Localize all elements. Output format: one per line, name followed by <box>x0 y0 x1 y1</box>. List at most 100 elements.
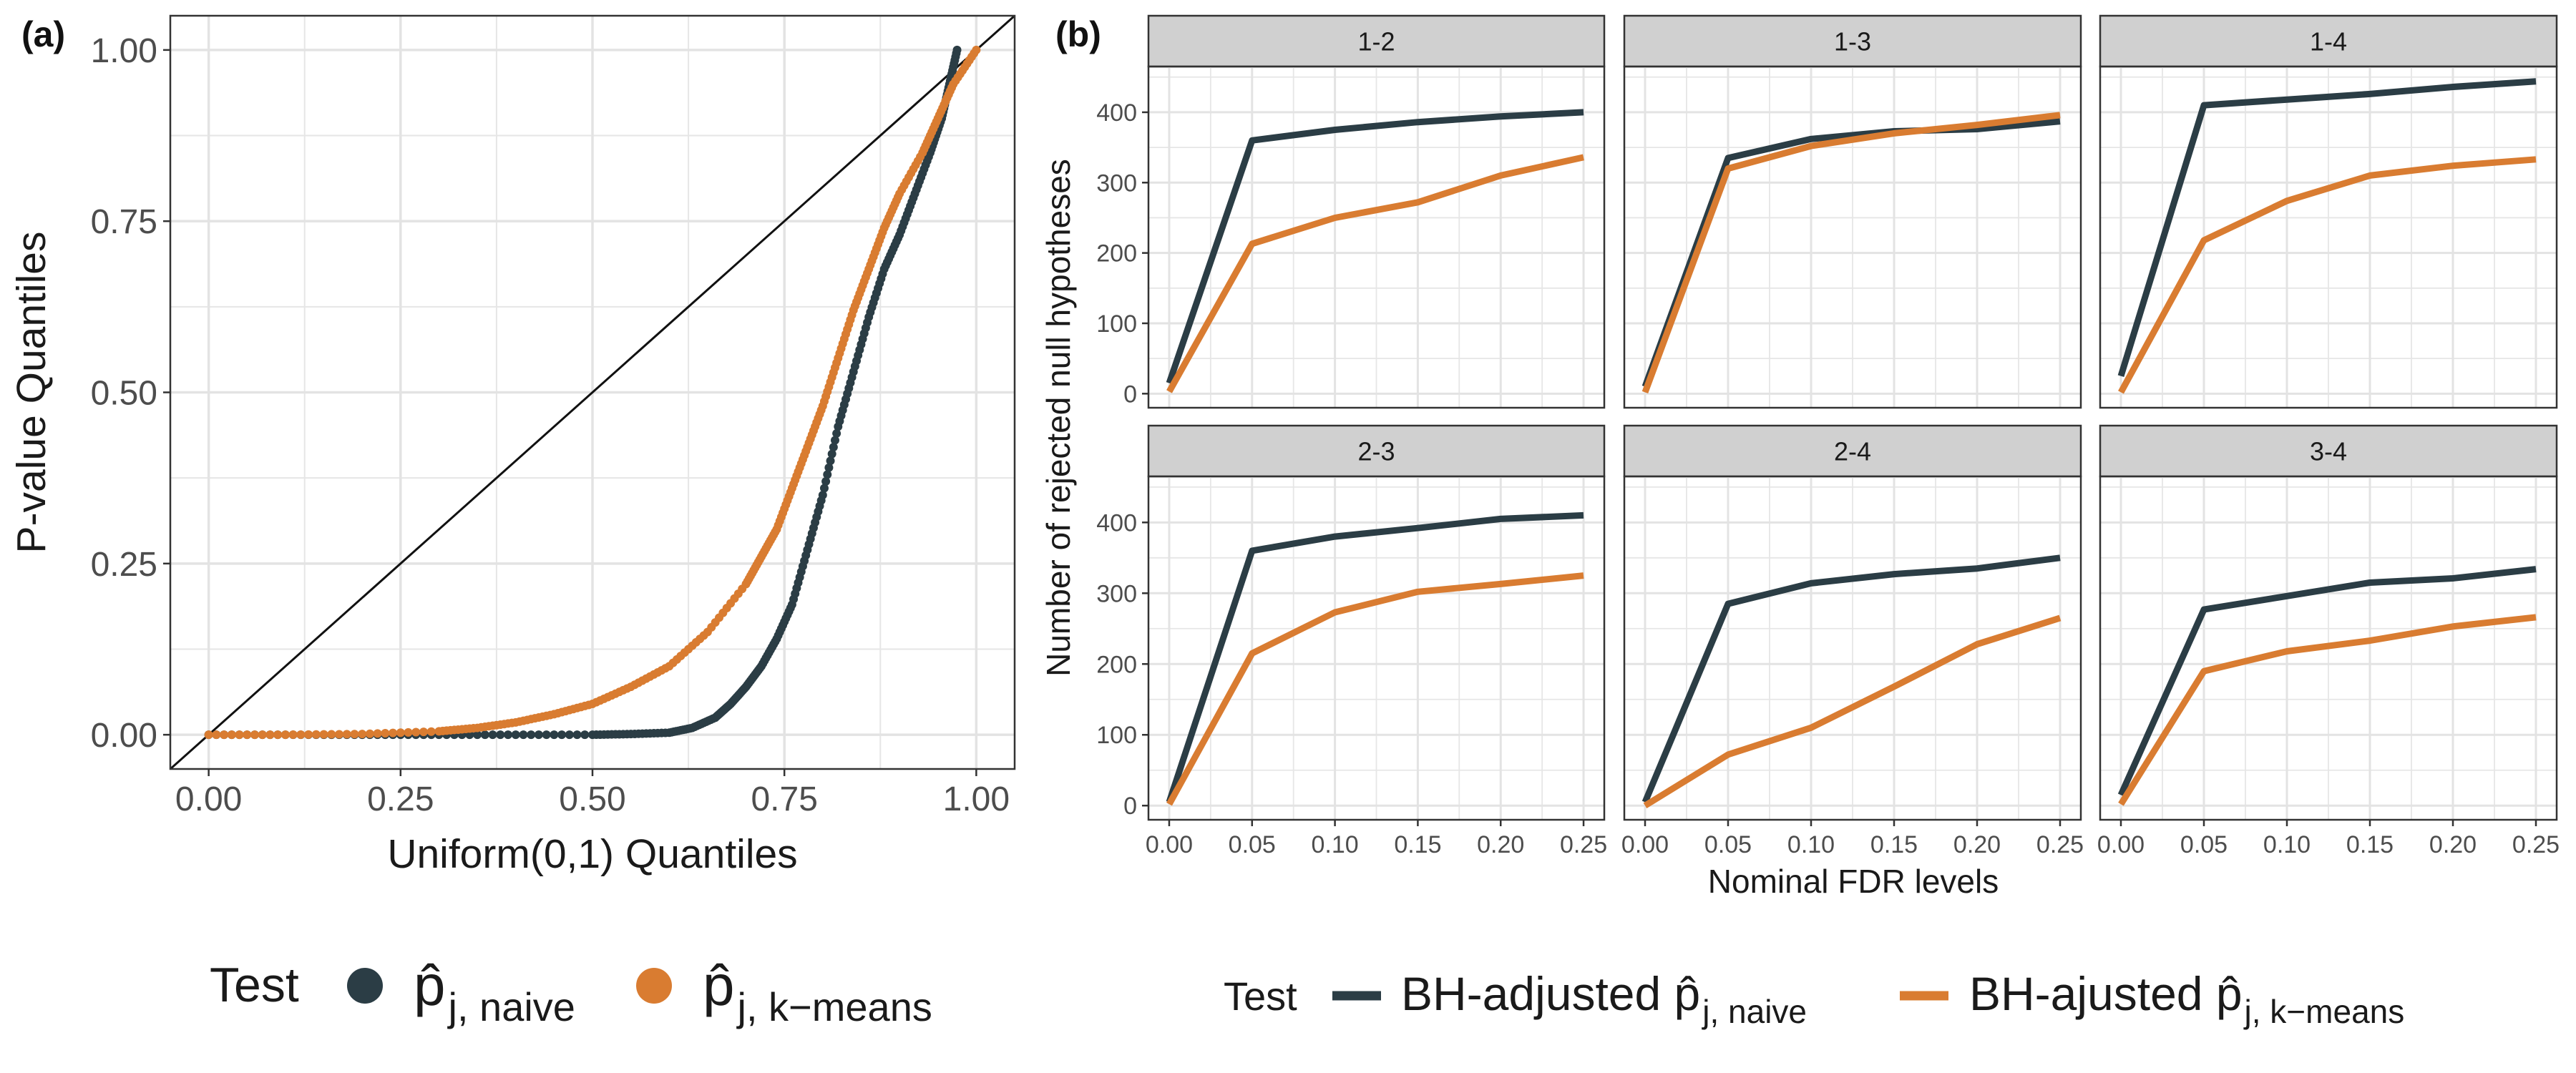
x-tick-label: 0.05 <box>1229 831 1276 858</box>
series-line-kmeans <box>2118 614 2537 806</box>
y-axis-title-a: P-value Quantiles <box>9 232 54 554</box>
point-kmeans <box>350 730 359 739</box>
x-tick-label: 0.25 <box>2036 831 2084 858</box>
x-tick-label: 0.05 <box>2180 831 2228 858</box>
point-kmeans <box>389 728 398 738</box>
legend-main-text: BH-ajusted p̂ <box>1969 967 2243 1020</box>
point-kmeans <box>204 730 213 740</box>
x-tick-label: 0.50 <box>559 780 625 818</box>
point-naive <box>488 730 497 740</box>
x-tick-label: 0.15 <box>1870 831 1918 858</box>
facet-border <box>1623 475 2082 821</box>
point-naive <box>504 730 512 740</box>
point-naive <box>496 730 505 740</box>
point-kmeans <box>220 730 229 740</box>
point-kmeans <box>250 730 259 740</box>
facet-label: 2-4 <box>1834 437 1871 466</box>
facet-1-2: 1-2 0 100 200 300 400 <box>1096 14 1606 409</box>
y-axis-title-b: Number of rejected null hypotheses <box>1040 159 1077 677</box>
series-line-naive <box>2117 78 2537 378</box>
y-tick-label: 0 <box>1123 793 1137 820</box>
x-tick-label: 0.20 <box>2429 831 2477 858</box>
x-tick-label: 0.00 <box>175 780 242 818</box>
y-tick-label: 0 <box>1123 381 1137 408</box>
point-kmeans <box>381 729 390 738</box>
y-tick-label: 0.00 <box>91 717 157 755</box>
point-naive <box>827 449 836 459</box>
point-naive <box>824 463 834 472</box>
facet-label: 1-2 <box>1357 27 1395 57</box>
panel-tag-a: (a) <box>21 14 65 54</box>
facet-border <box>1147 65 1606 409</box>
y-tick-label: 0.25 <box>91 546 157 584</box>
point-naive <box>952 45 962 54</box>
legend-title-a: Test <box>210 958 299 1012</box>
x-tick-label: 0.05 <box>1704 831 1752 858</box>
legend-label-naive: BH-adjusted p̂j, naive <box>1401 967 1807 1030</box>
facet-2-4: 2-4 0.00 0.05 0.10 0.15 0.20 0.25 <box>1621 424 2084 858</box>
point-kmeans <box>280 730 290 740</box>
legend-key-naive <box>347 968 383 1004</box>
point-naive <box>829 443 838 452</box>
reference-line-y-equals-x <box>170 16 1015 769</box>
point-kmeans <box>227 730 236 740</box>
legend-label-kmeans: p̂j, k−means <box>703 954 932 1029</box>
legend-subscript: j, naive <box>447 984 575 1029</box>
legend-subscript: j, k−means <box>736 984 932 1029</box>
y-tick-label: 100 <box>1096 310 1137 338</box>
series-line-kmeans <box>1166 154 1584 393</box>
series-line-naive <box>1166 109 1584 385</box>
point-naive <box>534 730 543 740</box>
point-kmeans <box>972 45 981 54</box>
point-naive <box>830 436 839 445</box>
point-kmeans <box>419 727 428 737</box>
point-kmeans <box>373 729 382 738</box>
facet-label: 3-4 <box>2310 437 2347 466</box>
point-naive <box>550 730 559 740</box>
point-kmeans <box>396 728 405 738</box>
legend-symbol: p̂ <box>703 954 735 1017</box>
plot-area-a <box>170 16 1015 769</box>
series-line-naive <box>1166 511 1584 803</box>
point-kmeans <box>358 730 367 739</box>
x-tick-label: 1.00 <box>943 780 1010 818</box>
legend-key-kmeans <box>636 968 672 1004</box>
point-naive <box>823 470 832 479</box>
legend-label-kmeans: BH-ajusted p̂j, k−means <box>1969 967 2404 1030</box>
x-tick-label: 0.00 <box>1146 831 1193 858</box>
facet-border <box>1623 65 2082 409</box>
point-naive <box>542 730 551 740</box>
point-kmeans <box>404 727 413 737</box>
panel-a-qq-plot: 0.00 0.25 0.50 0.75 1.00 0.00 0.25 0.50 0.75 1.00… <box>9 14 1016 877</box>
point-naive <box>821 476 831 486</box>
x-tick-label: 0.00 <box>2097 831 2145 858</box>
point-kmeans <box>342 730 351 739</box>
series-line-naive <box>2117 566 2537 797</box>
point-kmeans <box>426 727 436 736</box>
point-naive <box>480 730 489 740</box>
facet-strip <box>1623 14 2082 68</box>
point-naive <box>819 484 829 493</box>
point-naive <box>511 730 520 740</box>
legend-a: Test p̂j, naive p̂j, k−means <box>210 954 932 1029</box>
x-tick-label: 0.25 <box>2512 831 2560 858</box>
x-tick-label: 0.10 <box>1311 831 1358 858</box>
series-kmeans <box>204 45 981 740</box>
point-kmeans <box>258 730 267 740</box>
panel-tag-b: (b) <box>1055 14 1101 54</box>
facet-strip <box>1147 424 1606 478</box>
point-kmeans <box>411 727 421 737</box>
series-line-naive <box>1641 118 2061 388</box>
point-kmeans <box>296 730 306 739</box>
point-naive <box>580 730 590 740</box>
legend-label-naive: p̂j, naive <box>414 954 575 1029</box>
point-kmeans <box>319 730 328 739</box>
series-line-kmeans <box>1643 614 2062 809</box>
x-tick-label: 0.15 <box>2346 831 2394 858</box>
point-naive <box>527 730 536 740</box>
x-axis-title-b: Nominal FDR levels <box>1708 863 1999 900</box>
facet-label: 1-3 <box>1834 27 1871 57</box>
x-tick-label: 0.10 <box>2263 831 2311 858</box>
point-kmeans <box>273 730 283 740</box>
